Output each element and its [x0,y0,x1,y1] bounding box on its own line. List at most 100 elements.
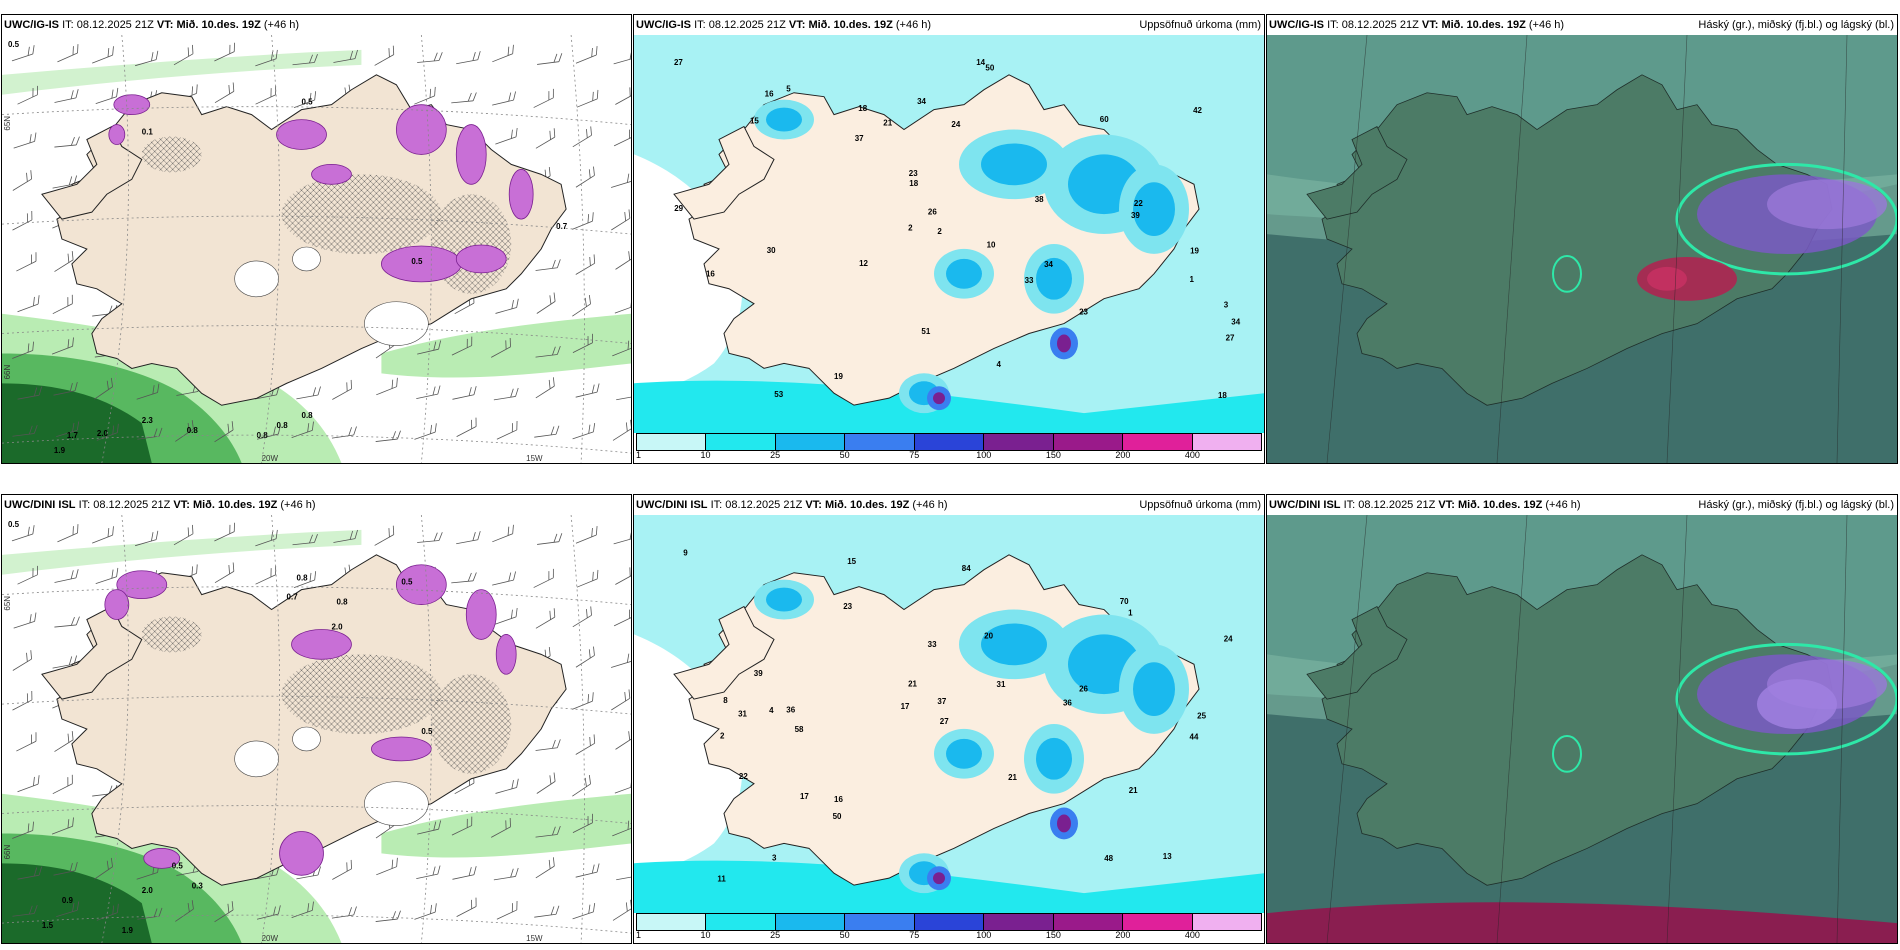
precip-label: 0.7 [287,593,299,602]
accum-label: 2 [908,224,913,233]
panel-header: UWC/DINI ISL IT: 08.12.2025 21Z VT: Mið.… [2,495,631,515]
accum-label: 4 [997,360,1002,369]
cloud-title: Háský (gr.), miðský (fj.bl.) og lágský (… [1698,19,1894,31]
accum-label: 36 [1063,698,1072,707]
colorbar-swatch [706,914,776,930]
grid-label: 20W [262,934,279,943]
accum-label: 11 [717,874,726,883]
colorbar-tick: 100 [976,930,992,940]
accum-label: 15 [847,557,856,566]
colorbar-tick: 75 [909,930,920,940]
colorbar-tick: 150 [1045,930,1061,940]
colorbar-tick: 25 [770,930,781,940]
model-name: UWC/DINI ISL [4,499,76,511]
accum-label: 84 [962,564,971,573]
colorbar-swatch [775,914,846,930]
accum-label: 37 [855,134,864,143]
accum-label: 16 [706,270,715,279]
panel-header: UWC/IG-IS IT: 08.12.2025 21Z VT: Mið. 10… [2,15,631,35]
accum-label: 9 [683,549,688,558]
precip-label: 0.5 [411,257,423,266]
accum-label: 3 [772,853,777,862]
accum-label: 34 [917,97,926,106]
accum-label: 51 [921,327,930,336]
accum-label: 16 [834,795,843,804]
accum-label: 33 [1025,276,1034,285]
precip-label: 0.5 [421,727,433,736]
accum-map: 27 19 16 10 21 26 33 30 18 14 18 22 53 34 39 51 42 34 38 37… [634,35,1264,433]
accum-label: 42 [1193,106,1202,115]
colorbar-swatch [845,914,915,930]
accum-label: 18 [858,104,867,113]
accum-label: 12 [859,259,868,268]
colorbar-tick: 50 [839,450,850,460]
accum-label: 27 [940,717,949,726]
accum-label: 33 [928,640,937,649]
precip-label: 2.0 [142,886,154,895]
colorbar-tick: 150 [1045,450,1061,460]
colorbar-tick: 200 [1115,450,1131,460]
panel-precip-igis: UWC/IG-IS IT: 08.12.2025 21Z VT: Mið. 10… [1,14,632,464]
precip-map: 1.7 2.3 2.0 0.8 0.8 1.9 0.8 0.8 0.5 0.5 0.7 0.1 0.5 2… [2,35,631,463]
precip-label: 0.3 [192,881,204,890]
colorbar-swatch [1053,914,1124,930]
colorbar-tick: 10 [700,450,711,460]
grid-label: 65N [3,116,12,131]
colorbar-swatch [1192,914,1261,930]
precip-label: 2.0 [331,622,343,631]
accum-label: 1 [1128,608,1133,617]
accum-label: 21 [1008,773,1017,782]
accum-label: 29 [674,204,683,213]
accum-label: 4 [769,706,774,715]
accum-label: 20 [984,632,993,641]
accum-label: 50 [985,64,994,73]
accum-label: 26 [928,207,937,216]
colorbar: 1 10 25 50 75 100 150 200 400 [634,913,1264,943]
corner-label: 0.5 [8,520,20,529]
accum-label: 3 [1224,300,1229,309]
accum-label: 34 [1044,260,1053,269]
panel-header: UWC/DINI ISL IT: 08.12.2025 21Z VT: Mið.… [1267,495,1897,515]
precip-label: 0.7 [556,222,568,231]
colorbar-swatch [845,434,915,450]
colorbar-tick: 200 [1115,930,1131,940]
accum-label: 36 [786,705,795,714]
colorbar-tick: 400 [1184,930,1200,940]
grid-label: 20W [262,454,279,463]
accum-label: 34 [1231,318,1240,327]
accum-label: 14 [976,58,985,67]
accum-label: 24 [951,120,960,129]
accum-label: 21 [908,680,917,689]
grid-label: 15W [526,934,543,943]
accum-label: 38 [1035,195,1044,204]
panel-header: UWC/DINI ISL IT: 08.12.2025 21Z VT: Mið.… [634,495,1264,515]
colorbar-swatch [637,434,707,450]
precip-label: 0.8 [277,421,289,430]
grid-label: 66N [3,365,12,380]
colorbar-cells [636,433,1262,451]
precip-label: 0.8 [336,598,348,607]
colorbar-tick: 100 [976,450,992,460]
accum-label: 21 [1129,786,1138,795]
accum-label: 44 [1190,733,1199,742]
grid-label: 65N [3,596,12,611]
precip-label: 2.3 [142,416,154,425]
cloud-map [1267,515,1897,943]
colorbar-swatch [706,434,776,450]
accum-label: 26 [1079,685,1088,694]
accum-label: 30 [767,246,776,255]
accum-label: 2 [937,227,942,236]
model-name: UWC/IG-IS [4,19,59,31]
accum-label: 24 [1224,634,1233,643]
panel-cloud-dini: UWC/DINI ISL IT: 08.12.2025 21Z VT: Mið.… [1266,494,1898,944]
panel-accum-igis: UWC/IG-IS IT: 08.12.2025 21Z VT: Mið. 10… [633,14,1265,464]
accum-label: 70 [1120,597,1129,606]
panel-accum-dini: UWC/DINI ISL IT: 08.12.2025 21Z VT: Mið.… [633,494,1265,944]
colorbar: 1 10 25 50 75 100 150 200 400 [634,433,1264,463]
precip-label: 0.5 [401,578,413,587]
grid-label: 66N [3,845,12,860]
accum-label: 1 [1190,275,1195,284]
colorbar-tick: 1 [636,930,642,940]
accum-label: 58 [795,725,804,734]
precip-label: 0.8 [257,431,269,440]
